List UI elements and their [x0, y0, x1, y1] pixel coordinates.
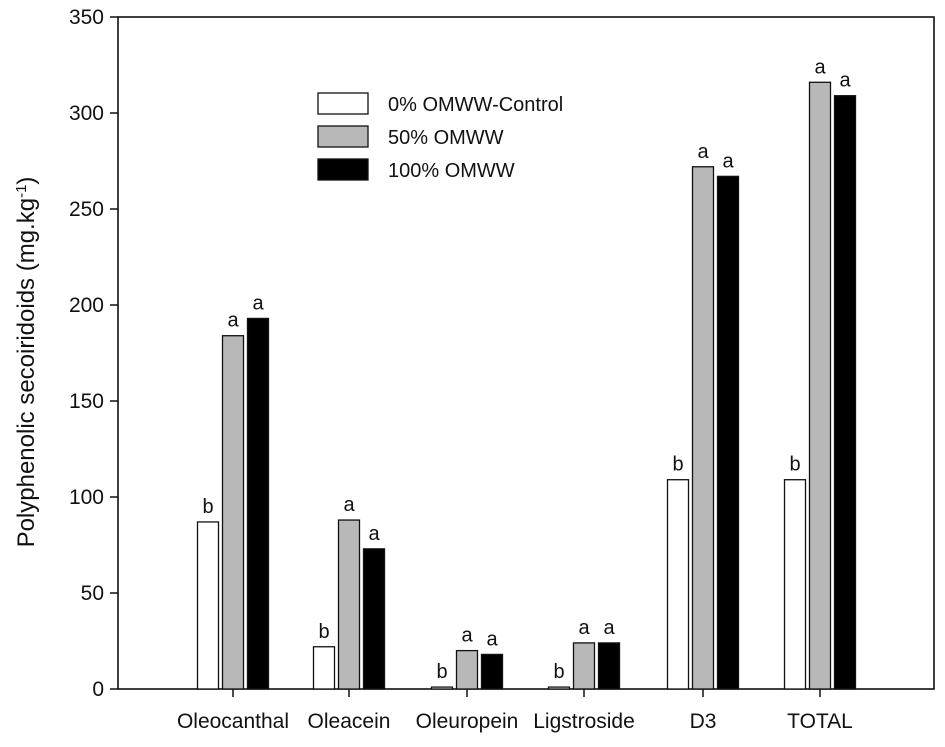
y-tick-label: 250: [69, 198, 104, 221]
legend-label: 0% OMWW-Control: [388, 94, 563, 116]
bar-100pct: [480, 653, 504, 690]
significance-letter: b: [436, 661, 447, 683]
bar-control: [312, 646, 336, 690]
significance-letter: a: [814, 56, 826, 78]
significance-letter: b: [318, 621, 329, 643]
x-category-label: Oleacein: [308, 710, 391, 733]
significance-letter: a: [252, 292, 264, 314]
significance-letter: a: [461, 625, 473, 647]
significance-letter: a: [578, 617, 590, 639]
bar-100pct: [716, 175, 740, 690]
significance-letter: a: [839, 70, 851, 92]
x-category-label: TOTAL: [787, 710, 853, 733]
legend-label: 50% OMWW: [388, 127, 504, 149]
x-category-label: Oleocanthal: [177, 710, 289, 733]
bar-control: [783, 479, 807, 690]
bar-50pct: [221, 335, 245, 690]
bar-control: [547, 686, 571, 690]
significance-letter: b: [672, 454, 683, 476]
significance-letter: a: [603, 617, 615, 639]
bar-50pct: [455, 649, 479, 690]
y-tick-label: 100: [69, 486, 104, 509]
bar-50pct: [808, 81, 832, 690]
x-category-label: Ligstroside: [533, 710, 635, 733]
legend-swatch: [317, 125, 369, 148]
axes-layer: 0 50 100 150 200 250 300 350: [69, 6, 935, 701]
significance-letter: a: [697, 141, 709, 163]
y-tick-label: 50: [81, 582, 104, 605]
bar-50pct: [337, 519, 361, 690]
significance-letter: a: [368, 523, 380, 545]
bar-100pct: [597, 642, 621, 690]
legend-swatch: [317, 92, 369, 115]
significance-letter: b: [789, 454, 800, 476]
plot-frame: [117, 16, 935, 690]
x-category-label: D3: [690, 710, 717, 733]
bar-50pct: [691, 166, 715, 690]
bar-control: [196, 521, 220, 690]
y-tick-label: 0: [92, 678, 104, 701]
significance-letter: a: [486, 628, 498, 650]
bar-50pct: [572, 642, 596, 690]
y-tick-label: 300: [69, 102, 104, 125]
significance-letter: a: [227, 310, 239, 332]
significance-letter: a: [343, 494, 355, 516]
x-category-label: Oleuropein: [416, 710, 519, 733]
y-axis-title: Polyphenolic secoiridoids (mg.kg-1): [13, 177, 41, 548]
bar-100pct: [246, 317, 270, 690]
legend-label: 100% OMWW: [388, 160, 515, 182]
legend-swatch: [317, 158, 369, 181]
bar-control: [430, 686, 454, 690]
bar-control: [666, 479, 690, 690]
bar-100pct: [362, 548, 386, 690]
y-tick-label: 350: [69, 6, 104, 29]
legend: 0% OMWW-Control 50% OMWW 100% OMWW: [317, 92, 563, 182]
significance-letter: a: [722, 150, 734, 172]
bars-layer: [196, 81, 857, 690]
y-tick-label: 150: [69, 390, 104, 413]
y-tick-label: 200: [69, 294, 104, 317]
bar-100pct: [833, 95, 857, 690]
significance-letter: b: [553, 661, 564, 683]
significance-letter: b: [202, 496, 213, 518]
